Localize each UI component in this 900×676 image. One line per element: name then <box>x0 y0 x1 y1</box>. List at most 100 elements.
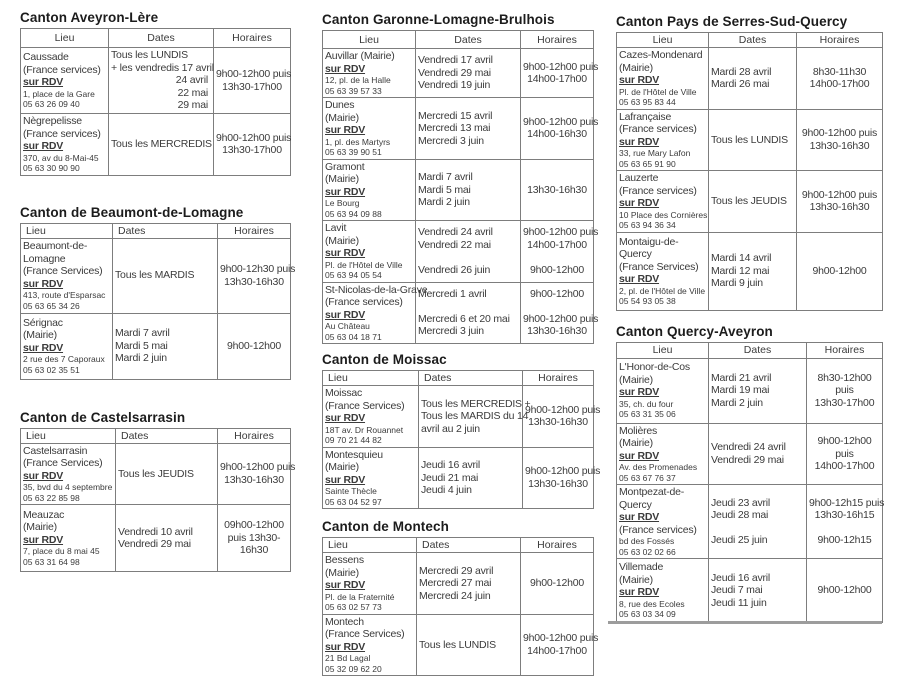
horaires-line: 13h30-16h30 <box>527 183 587 196</box>
column-header-lieu: Lieu <box>20 222 113 239</box>
lieu-line: 8, rue des Ecoles <box>619 598 685 609</box>
schedule-table-moissac: Lieu Dates Horaires Moissac (France Services… <box>322 370 601 509</box>
horaires-line: 9h00-12h00 puis <box>525 403 601 416</box>
lieu-line: Le Bourg <box>325 198 360 208</box>
horaires-line: 9h00-12h00 <box>817 435 872 447</box>
dates-line: Jeudi 28 mai <box>711 509 769 521</box>
lieu-cell: Auvillar (Mairie) sur RDV 12, pl. de la Ha… <box>322 48 416 98</box>
lieu-line: (Mairie) <box>325 461 359 473</box>
lieu-line: Pl. de la Fraternité <box>325 591 395 602</box>
lieu-line: 05 54 93 05 38 <box>619 296 676 306</box>
horaires-line: 9h00-12h00 puis <box>523 226 599 239</box>
lieu-line: 33, rue Mary Lafon <box>619 148 691 158</box>
lieu-cell: Dunes (Mairie) sur RDV 1, pl. des Martyrs 05… <box>322 97 416 160</box>
lieu-line: 05 63 26 09 40 <box>23 99 80 110</box>
horaires-line: 14h00-17h00 <box>527 644 587 657</box>
lieu-line: (France services) <box>619 523 697 536</box>
dates-line: Mardi 7 avril <box>418 171 473 183</box>
horaires-cell: 09h00-12h00 puis 13h30- 16h30 <box>217 504 291 572</box>
horaires-line: 13h30-16h30 <box>224 473 284 486</box>
dates-line: Jeudi 7 mai <box>711 584 763 597</box>
dates-line: Vendredi 10 avril <box>118 525 193 538</box>
dates-line: Tous les LUNDIS <box>419 638 496 651</box>
dates-line: Tous les JEUDIS <box>118 467 194 480</box>
horaires-line: 14h00-17h00 <box>814 460 875 472</box>
column-header-horaires: Horaires <box>217 427 291 444</box>
lieu-line: Sainte Thècle <box>325 486 377 496</box>
horaires-cell: 9h00-12h00 puis 14h00-16h30 <box>520 97 598 160</box>
dates-line: Mardi 26 mai <box>711 78 770 91</box>
table-row: Villemade (Mairie) sur RDV 8, rue des Ecole… <box>616 558 883 623</box>
table-row: Dunes (Mairie) sur RDV 1, pl. des Martyrs 05… <box>322 97 598 160</box>
horaires-line: 9h00-12h00 <box>529 577 585 589</box>
lieu-cell: Moissac (France Services) sur RDV 18T av. D… <box>322 385 419 448</box>
dates-line: Mardi 2 juin <box>115 352 167 365</box>
table-row: Nègrepelisse (France services) sur RDV 370,… <box>20 113 291 176</box>
lieu-line: sur RDV <box>23 341 64 354</box>
column-header-dates: Dates <box>418 370 523 386</box>
column-header-dates: Dates <box>708 32 797 48</box>
lieu-line: sur RDV <box>325 247 366 259</box>
horaires-line: 13h30-16h30 <box>809 139 870 152</box>
horaires-cell: 9h00-12h00 <box>806 558 883 623</box>
dates-line: Vendredi 17 avril <box>418 54 493 67</box>
lieu-line: sur RDV <box>23 277 64 290</box>
lieu-line: 1, place de la Gare <box>23 88 95 99</box>
lieu-line: sur RDV <box>619 197 660 209</box>
column-header-lieu: Lieu <box>616 341 709 359</box>
dates-cell: Tous les LUNDIS <box>708 108 797 171</box>
lieu-line: 1, pl. des Martyrs <box>325 136 391 147</box>
lieu-line: Montesquieu <box>325 448 383 461</box>
lieu-line: (France services) <box>325 296 403 308</box>
dates-line: Mercredi 6 et 20 mai <box>418 312 510 325</box>
lieu-cell: Beaumont-de- Lomagne (France Services) sur … <box>20 237 113 314</box>
horaires-line: 9h00-12h15 puis <box>809 496 885 509</box>
lieu-cell: Montesquieu (Mairie) sur RDV Sainte Thècle 0… <box>322 446 419 509</box>
horaires-cell: 9h00-12h00 <box>520 552 594 615</box>
lieu-line: 05 63 94 05 54 <box>325 270 382 280</box>
lieu-line: sur RDV <box>619 449 660 462</box>
lieu-line: 12, pl. de la Halle <box>325 75 391 85</box>
lieu-line: (Mairie) <box>325 173 359 185</box>
dates-line: Mercredi 3 juin <box>418 325 484 338</box>
dates-cell: Jeudi 16 avril Jeudi 21 mai Jeudi 4 juin <box>418 446 523 509</box>
horaires-line: 9h00-12h00 <box>812 264 867 277</box>
horaires-cell: 9h00-12h00 puis 13h30-17h00 <box>213 113 291 176</box>
lieu-line: 18T av. Dr Rouannet <box>325 424 404 435</box>
canton-title-aveyron-lere: Canton Aveyron-Lère <box>20 10 159 25</box>
table-row: Lauzerte (France services) sur RDV 10 Place… <box>616 170 883 233</box>
horaires-cell: 9h00-12h00 <box>796 231 883 311</box>
lieu-line: sur RDV <box>23 140 64 152</box>
horaires-line: 13h30-16h30 <box>527 325 587 338</box>
lieu-line: (Mairie) <box>325 234 359 247</box>
table-row: Montpezat-de- Quercy sur RDV (France servic… <box>616 484 885 559</box>
lieu-line: Quercy <box>619 498 652 511</box>
lieu-line: sur RDV <box>619 511 660 523</box>
lieu-line: (France Services) <box>23 265 103 277</box>
lieu-line: 7, place du 8 mai 45 <box>23 546 100 557</box>
dates-line: Vendredi 29 mai <box>418 66 491 79</box>
dates-line: Vendredi 26 juin <box>418 263 491 276</box>
lieu-line: 35, bvd du 4 septembre <box>23 482 113 492</box>
canton-title-quercy: Canton Quercy-Aveyron <box>616 323 773 339</box>
dates-line: Mardi 5 mai <box>115 339 168 352</box>
lieu-line: Castelsarrasin <box>23 444 88 457</box>
horaires-line: 13h30-17h00 <box>814 396 875 409</box>
dates-cell: Mercredi 1 avril Mercredi 6 et 20 mai Merc… <box>415 281 521 344</box>
lieu-line: (Mairie) <box>23 329 57 342</box>
table-row: Beaumont-de- Lomagne (France Services) sur … <box>20 237 295 314</box>
dates-line: Mardi 14 avril <box>711 252 772 265</box>
column-header-lieu: Lieu <box>322 537 417 553</box>
lieu-line: (France services) <box>619 123 697 135</box>
horaires-cell: 9h00-12h00 puis 13h30-16h30 <box>522 385 601 448</box>
dates-line: Vendredi 24 avril <box>711 441 786 454</box>
dates-cell: Jeudi 16 avril Jeudi 7 mai Jeudi 11 juin <box>708 558 807 623</box>
lieu-line: Au Château <box>325 321 370 331</box>
dates-cell: Vendredi 10 avril Vendredi 29 mai <box>115 504 218 572</box>
table-row: Bessens (Mairie) sur RDV Pl. de la Fraterni… <box>322 552 594 615</box>
column-header-lieu: Lieu <box>322 30 416 49</box>
horaires-cell: 9h00-12h00 puis 13h30-17h00 <box>213 47 291 114</box>
horaires-line: 9h00-12h00 <box>529 263 585 276</box>
dates-cell: Tous les LUNDIS <box>416 613 521 676</box>
lieu-line: 21 Bd Lagal <box>325 653 371 663</box>
